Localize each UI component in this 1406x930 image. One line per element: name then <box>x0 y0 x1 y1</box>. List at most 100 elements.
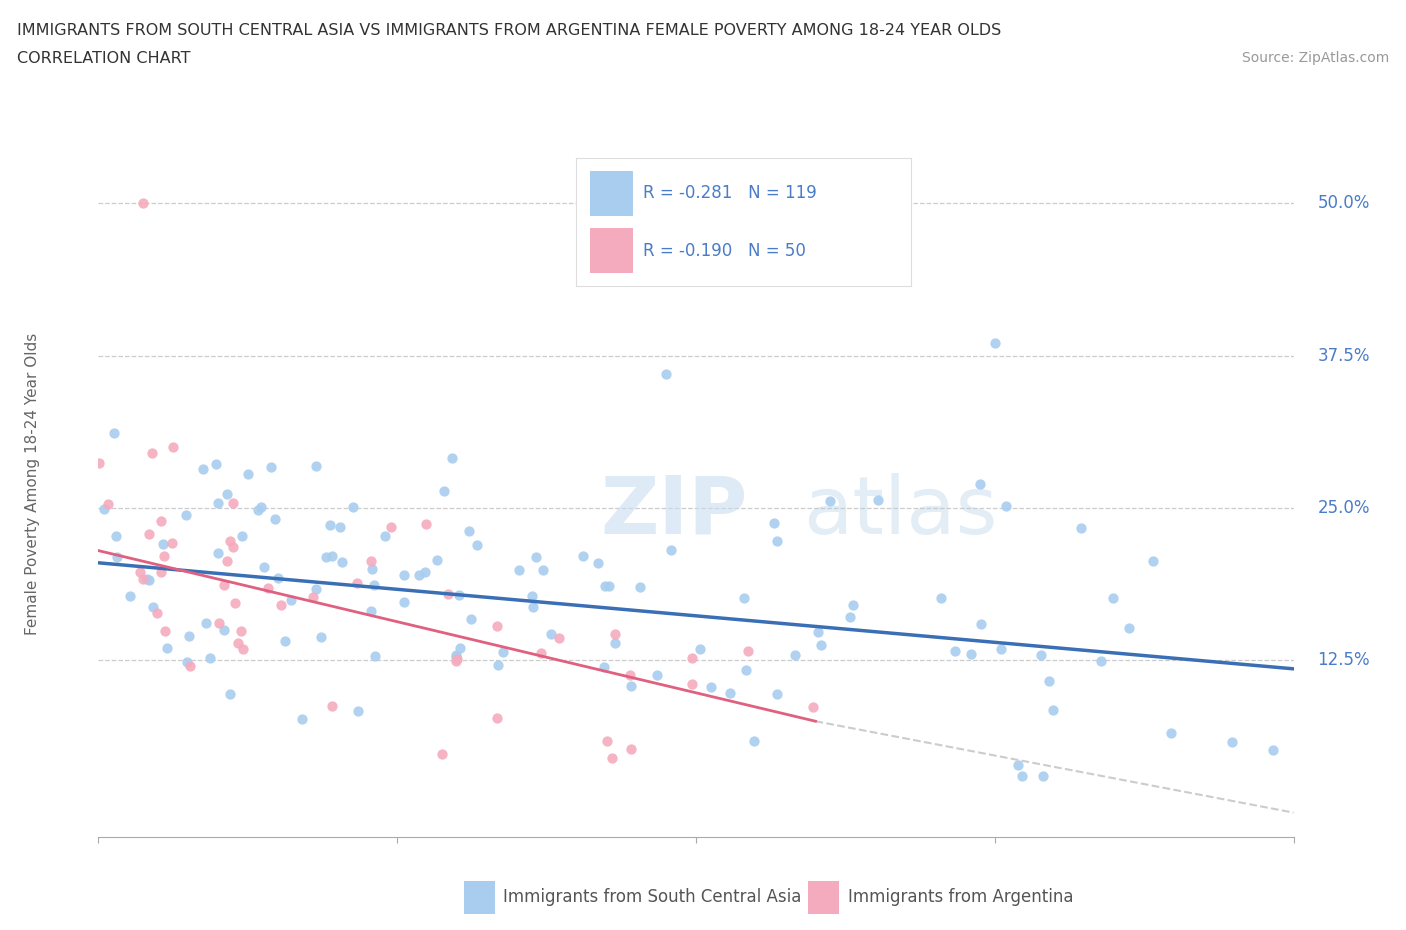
Text: 0.0%: 0.0% <box>77 876 120 894</box>
Point <box>260 459 283 474</box>
Point <box>193 461 215 476</box>
Point <box>179 658 201 673</box>
Point <box>315 550 337 565</box>
Point <box>280 592 302 607</box>
Point <box>645 668 668 683</box>
Point <box>1220 734 1243 749</box>
Point <box>444 653 467 668</box>
Point <box>1102 591 1125 605</box>
Point <box>603 636 626 651</box>
Text: 40.0%: 40.0% <box>1267 876 1320 894</box>
Point <box>605 627 627 642</box>
Point <box>321 549 343 564</box>
Point <box>155 624 177 639</box>
Point <box>602 751 624 765</box>
Point <box>655 366 678 381</box>
Point <box>104 528 127 543</box>
Point <box>141 445 163 460</box>
Text: atlas: atlas <box>804 472 998 551</box>
Bar <box>591 229 633 273</box>
Point <box>447 588 470 603</box>
Point <box>142 600 165 615</box>
Point <box>969 476 991 491</box>
Point <box>131 571 153 586</box>
Point <box>733 591 755 605</box>
Point <box>628 579 651 594</box>
Point <box>309 630 332 644</box>
Point <box>765 686 787 701</box>
Point <box>783 648 806 663</box>
Point <box>818 494 841 509</box>
Point <box>195 616 218 631</box>
Point <box>364 649 387 664</box>
Point <box>360 561 382 576</box>
Point <box>270 597 292 612</box>
Point <box>105 550 128 565</box>
Point <box>160 536 183 551</box>
Bar <box>808 882 839 913</box>
Point <box>718 685 741 700</box>
Point <box>218 686 240 701</box>
Point <box>444 650 467 665</box>
Point <box>146 605 169 620</box>
Point <box>363 578 385 592</box>
Point <box>129 565 152 579</box>
Point <box>970 617 993 631</box>
Point <box>661 542 683 557</box>
Text: 37.5%: 37.5% <box>1317 347 1369 365</box>
Text: 12.5%: 12.5% <box>1317 651 1369 670</box>
Point <box>426 552 449 567</box>
Point <box>394 595 416 610</box>
Bar <box>464 882 495 913</box>
Point <box>249 499 271 514</box>
Point <box>360 604 382 618</box>
Point <box>596 733 619 748</box>
Point <box>267 570 290 585</box>
Point <box>174 508 197 523</box>
Point <box>319 517 342 532</box>
Point <box>1142 553 1164 568</box>
Point <box>491 644 513 659</box>
Point <box>983 336 1005 351</box>
Point <box>360 554 382 569</box>
Point <box>430 747 453 762</box>
Point <box>215 553 238 568</box>
Point <box>231 528 253 543</box>
Point <box>592 659 614 674</box>
Point <box>222 539 245 554</box>
Point <box>598 578 620 593</box>
Text: Immigrants from South Central Asia: Immigrants from South Central Asia <box>503 888 801 907</box>
Point <box>229 623 252 638</box>
Point <box>838 610 860 625</box>
Point <box>247 502 270 517</box>
Point <box>458 524 481 538</box>
Point <box>380 520 402 535</box>
Point <box>437 587 460 602</box>
Point <box>681 676 703 691</box>
Point <box>291 711 314 726</box>
Point <box>224 595 246 610</box>
Text: IMMIGRANTS FROM SOUTH CENTRAL ASIA VS IMMIGRANTS FROM ARGENTINA FEMALE POVERTY A: IMMIGRANTS FROM SOUTH CENTRAL ASIA VS IM… <box>17 23 1001 38</box>
Point <box>253 560 276 575</box>
Point <box>524 549 547 564</box>
Point <box>801 699 824 714</box>
Point <box>737 644 759 658</box>
Text: Source: ZipAtlas.com: Source: ZipAtlas.com <box>1241 51 1389 65</box>
Point <box>486 658 509 672</box>
Point <box>347 704 370 719</box>
Point <box>440 450 463 465</box>
Point <box>222 496 245 511</box>
Point <box>620 679 643 694</box>
Point <box>207 545 229 560</box>
Point <box>449 641 471 656</box>
Point <box>520 589 543 604</box>
Point <box>212 622 235 637</box>
Point <box>806 625 828 640</box>
Point <box>1029 647 1052 662</box>
Point <box>842 598 865 613</box>
Point <box>413 565 436 579</box>
Point <box>1032 768 1054 783</box>
Point <box>97 497 120 512</box>
Point <box>346 576 368 591</box>
Point <box>207 496 229 511</box>
